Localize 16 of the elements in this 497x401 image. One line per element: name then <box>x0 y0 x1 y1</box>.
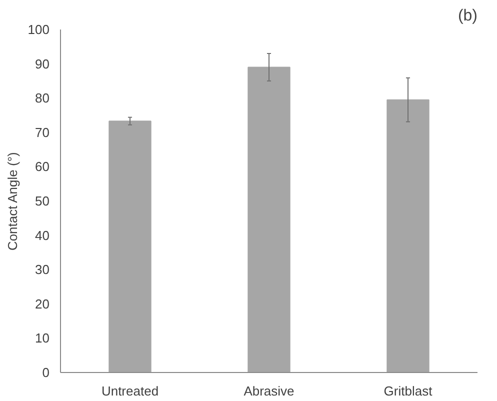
text: (b) <box>458 8 478 24</box>
y-tick-label: 70 <box>35 124 50 140</box>
y-tick-label: 20 <box>35 296 50 312</box>
x-tick-label: Abrasive <box>244 384 294 398</box>
x-tick-label: Untreated <box>101 384 159 398</box>
x-tick-label: Gritblast <box>384 384 433 398</box>
y-tick-label: 50 <box>35 194 50 208</box>
y-tick-label: 100 <box>28 22 50 37</box>
y-axis-title: Contact Angle (°) <box>4 152 20 251</box>
y-tick-label: 90 <box>35 56 50 72</box>
y-tick-label: 0 <box>42 365 50 380</box>
y-tick-label: 10 <box>35 330 50 346</box>
y-tick-label: 60 <box>35 159 50 174</box>
y-tick-label: 40 <box>35 228 50 243</box>
y-tick-label: 80 <box>35 90 50 106</box>
y-tick-label: 30 <box>35 262 50 278</box>
